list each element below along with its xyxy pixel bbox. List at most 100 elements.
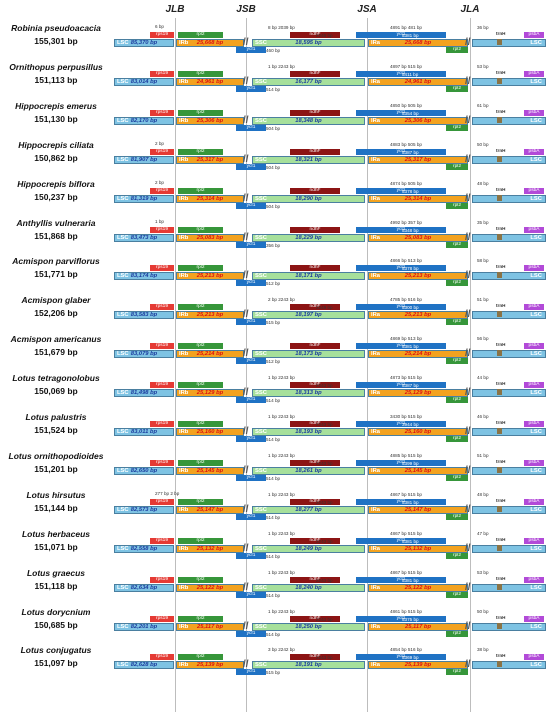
irb-length: 25,314 bp [196, 195, 224, 202]
ira-length: 25,317 bp [404, 156, 432, 163]
rpl2-gene-ira: rpl2 [446, 513, 468, 520]
break-mark: // [243, 503, 249, 515]
species-name: Lotus ornithopodioides [8, 450, 104, 461]
ssc-region: SSC 16,177 bp [252, 77, 365, 86]
trnh-gene [497, 39, 502, 45]
species-row: Hippocrepis ciliata 150,862 bp LSC 81,907 b… [0, 137, 550, 174]
ssc-length: 18,321 bp [295, 156, 322, 163]
break-mark: // [243, 114, 249, 126]
irb-length: 25,122 bp [196, 584, 224, 591]
lsc-label: LSC [530, 156, 542, 163]
ssc-region: SSC 18,261 bp [252, 466, 365, 475]
trnh-gene-label: trnH [496, 303, 506, 309]
lsc-region-right: LSC [472, 311, 546, 320]
lsc-region-left: LSC 82,558 bp [114, 544, 174, 553]
ira-label: IRa [371, 662, 381, 669]
lsc-length: 82,628 bp [130, 662, 158, 669]
ssc-label: SSC [255, 234, 267, 241]
lsc-label: LSC [117, 545, 129, 552]
ndhf-gene: ndhF [290, 304, 340, 311]
rpl2-gene: rpl2 [178, 654, 223, 661]
rps19-junction-note: 2 bp [155, 179, 164, 185]
ira-label: IRa [371, 623, 381, 630]
ira-length: 25,213 bp [404, 273, 432, 280]
ndhf-gene: ndhF [290, 654, 340, 661]
ira-length: 25,213 bp [404, 312, 432, 319]
ira-region: IRa 25,129 bp [368, 389, 468, 398]
genome-length: 151,679 bp [34, 347, 78, 358]
species-row: Lotus herbaceus 151,071 bp LSC 82,558 bp IRb… [0, 526, 550, 563]
lsc-length: 82,634 bp [130, 584, 158, 591]
junction-line-jla [470, 18, 471, 712]
ira-length: 25,306 bp [404, 117, 432, 124]
ssc-label: SSC [255, 429, 267, 435]
break-mark: // [465, 37, 471, 48]
ira-length: 25,668 bp [404, 40, 432, 46]
species-row: Lotus hirsutus 151,144 bp LSC 82,573 bp IRb 2… [0, 487, 550, 524]
ycf1-length: 5354 bp [402, 110, 419, 116]
trnh-distance-note: 47 bp [477, 530, 489, 536]
rpl2-gene-ira: rpl2 [446, 436, 468, 442]
lsc-label: LSC [530, 429, 542, 435]
break-mark: // [243, 542, 249, 554]
junction-label-jsa: JSA [357, 4, 377, 15]
ssc-length: 18,250 bp [295, 623, 322, 630]
rps19-gene: rps19 [150, 576, 174, 583]
ycf1-gene: ycf1 [356, 421, 446, 427]
species-name: Acmispon parviflorus [12, 256, 100, 267]
rps19-gene: rps19 [150, 32, 174, 38]
lsc-length: 83,011 bp [131, 429, 157, 435]
species-row: Anthyllis vulneraria 151,868 bp LSC 83,473 … [0, 215, 550, 252]
irb-length: 25,213 bp [196, 312, 224, 319]
ira-label: IRa [371, 584, 381, 591]
ssc-length: 18,171 bp [295, 273, 322, 280]
ycf1-junction-note: 4992 bp 357 bp [390, 219, 422, 225]
trnh-distance-note: 35 bp [477, 219, 489, 225]
rps19-gene: rps19 [150, 459, 174, 466]
species-name: Acmispon americanus [10, 334, 102, 345]
rpl2-gene-ira: rpl2 [446, 202, 468, 209]
ycf1-fragment-length: 356 bp [266, 242, 281, 248]
trnh-gene [497, 389, 502, 396]
ssc-length: 18,197 bp [295, 312, 322, 319]
irb-length: 25,147 bp [196, 506, 224, 513]
ira-region: IRa 25,668 bp [368, 39, 468, 47]
rpl2-gene: rpl2 [178, 343, 223, 350]
ira-length: 25,147 bp [404, 506, 432, 513]
lsc-label: LSC [530, 312, 542, 319]
junction-label-jsb: JSB [236, 4, 256, 15]
ssc-length: 18,193 bp [295, 429, 322, 435]
irb-label: IRb [179, 506, 189, 513]
ycf1-gene: ycf1 [356, 70, 446, 77]
ndhf-junction-note: 1 bp 2243 bp [268, 375, 295, 381]
break-mark: // [243, 231, 249, 243]
lsc-length: 82,170 bp [130, 117, 158, 124]
break-mark: // [243, 426, 249, 437]
irb-region: IRb 25,213 bp [176, 272, 244, 281]
ycf1-junction-note: 4785 bp 516 bp [390, 297, 422, 303]
rpl2-gene: rpl2 [178, 32, 223, 38]
psba-gene: psbA [524, 382, 544, 389]
irb-length: 25,668 bp [196, 40, 224, 46]
rpl2-gene-ira: rpl2 [446, 124, 468, 131]
ycf1-junction-note: 4850 bp 505 bp [390, 102, 422, 108]
rpl2-gene: rpl2 [178, 382, 223, 389]
ndhf-junction-note: 1 bp 2243 bp [268, 414, 295, 419]
ssc-label: SSC [255, 156, 267, 163]
ycf1-junction-note: 4873 bp 515 bp [390, 375, 422, 381]
break-mark: // [243, 348, 249, 360]
ycf1-length: 5375 bp [402, 616, 419, 622]
trnh-gene [497, 116, 502, 123]
break-mark: // [243, 37, 249, 48]
ssc-label: SSC [255, 195, 267, 202]
lsc-length: 82,558 bp [130, 545, 158, 552]
lsc-region-left: LSC 83,079 bp [114, 350, 174, 359]
ycf1-junction-note: 4867 bp 515 bp [390, 491, 422, 497]
ira-region: IRa 25,117 bp [368, 622, 468, 631]
trnh-distance-note: 46 bp [477, 414, 489, 419]
ycf1-length: 5381 bp [402, 33, 419, 38]
ndhf-gene: ndhF [290, 265, 340, 272]
ycf1-gene: ycf1 [356, 187, 446, 194]
junction-line-jlb [175, 18, 176, 712]
psba-gene: psbA [524, 304, 544, 311]
